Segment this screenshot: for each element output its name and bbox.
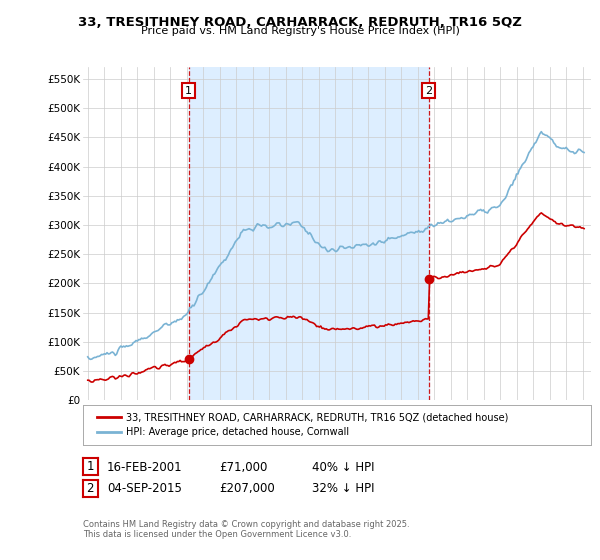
Text: 04-SEP-2015: 04-SEP-2015	[107, 482, 182, 496]
Text: 2: 2	[425, 86, 433, 96]
Text: 2: 2	[86, 482, 94, 495]
Text: 40% ↓ HPI: 40% ↓ HPI	[312, 460, 374, 474]
Legend: 33, TRESITHNEY ROAD, CARHARRACK, REDRUTH, TR16 5QZ (detached house), HPI: Averag: 33, TRESITHNEY ROAD, CARHARRACK, REDRUTH…	[93, 409, 512, 441]
Text: 16-FEB-2001: 16-FEB-2001	[107, 460, 182, 474]
Text: £71,000: £71,000	[219, 460, 268, 474]
Text: 32% ↓ HPI: 32% ↓ HPI	[312, 482, 374, 496]
Text: £207,000: £207,000	[219, 482, 275, 496]
Text: 33, TRESITHNEY ROAD, CARHARRACK, REDRUTH, TR16 5QZ: 33, TRESITHNEY ROAD, CARHARRACK, REDRUTH…	[78, 16, 522, 29]
Text: Contains HM Land Registry data © Crown copyright and database right 2025.
This d: Contains HM Land Registry data © Crown c…	[83, 520, 409, 539]
Text: Price paid vs. HM Land Registry's House Price Index (HPI): Price paid vs. HM Land Registry's House …	[140, 26, 460, 36]
Text: 1: 1	[86, 460, 94, 473]
Bar	[189, 67, 429, 400]
Text: 1: 1	[185, 86, 192, 96]
